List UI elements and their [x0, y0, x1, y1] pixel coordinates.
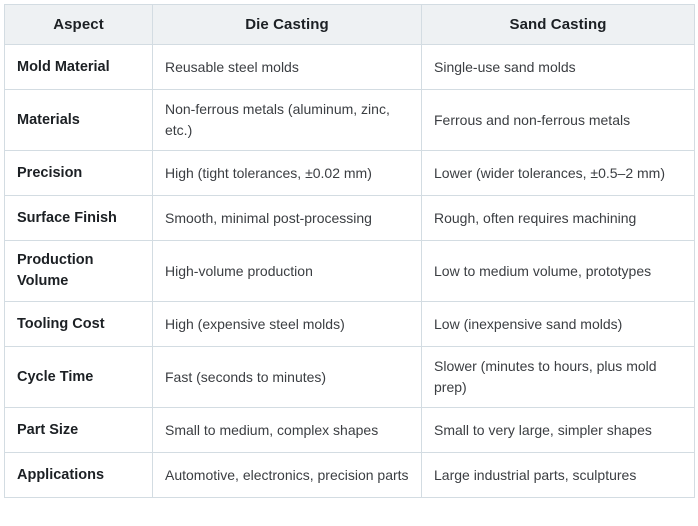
cell-sand-casting: Slower (minutes to hours, plus mold prep… [421, 346, 695, 408]
cell-sand-casting: Lower (wider tolerances, ±0.5–2 mm) [421, 150, 695, 196]
comparison-table: Aspect Die Casting Sand Casting Mold Mat… [4, 4, 695, 498]
cell-sand-casting: Ferrous and non-ferrous metals [421, 89, 695, 151]
cell-die-casting: Smooth, minimal post-processing [152, 195, 422, 241]
cell-die-casting: Reusable steel molds [152, 44, 422, 90]
cell-die-casting: High (tight tolerances, ±0.02 mm) [152, 150, 422, 196]
cell-sand-casting: Low to medium volume, prototypes [421, 240, 695, 302]
cell-aspect: Applications [4, 452, 153, 498]
cell-aspect: Tooling Cost [4, 301, 153, 347]
table-row: Materials Non-ferrous metals (aluminum, … [4, 89, 695, 151]
cell-aspect: Surface Finish [4, 195, 153, 241]
cell-aspect: Production Volume [4, 240, 153, 302]
table-row: Mold Material Reusable steel molds Singl… [4, 44, 695, 90]
cell-aspect: Part Size [4, 407, 153, 453]
cell-sand-casting: Rough, often requires machining [421, 195, 695, 241]
table-row: Cycle Time Fast (seconds to minutes) Slo… [4, 346, 695, 408]
cell-die-casting: High (expensive steel molds) [152, 301, 422, 347]
table-row: Applications Automotive, electronics, pr… [4, 452, 695, 498]
cell-aspect: Precision [4, 150, 153, 196]
header-row: Aspect Die Casting Sand Casting [4, 4, 695, 45]
cell-sand-casting: Single-use sand molds [421, 44, 695, 90]
cell-sand-casting: Low (inexpensive sand molds) [421, 301, 695, 347]
table-row: Surface Finish Smooth, minimal post-proc… [4, 195, 695, 241]
table-container: Aspect Die Casting Sand Casting Mold Mat… [4, 4, 695, 498]
cell-die-casting: Non-ferrous metals (aluminum, zinc, etc.… [152, 89, 422, 151]
column-header-sand-casting: Sand Casting [421, 4, 695, 45]
table-row: Tooling Cost High (expensive steel molds… [4, 301, 695, 347]
column-header-die-casting: Die Casting [152, 4, 422, 45]
cell-die-casting: Fast (seconds to minutes) [152, 346, 422, 408]
cell-sand-casting: Small to very large, simpler shapes [421, 407, 695, 453]
cell-sand-casting: Large industrial parts, sculptures [421, 452, 695, 498]
column-header-aspect: Aspect [4, 4, 153, 45]
cell-die-casting: High-volume production [152, 240, 422, 302]
cell-die-casting: Automotive, electronics, precision parts [152, 452, 422, 498]
cell-die-casting: Small to medium, complex shapes [152, 407, 422, 453]
cell-aspect: Materials [4, 89, 153, 151]
cell-aspect: Mold Material [4, 44, 153, 90]
cell-aspect: Cycle Time [4, 346, 153, 408]
table-row: Part Size Small to medium, complex shape… [4, 407, 695, 453]
table-row: Production Volume High-volume production… [4, 240, 695, 302]
table-row: Precision High (tight tolerances, ±0.02 … [4, 150, 695, 196]
